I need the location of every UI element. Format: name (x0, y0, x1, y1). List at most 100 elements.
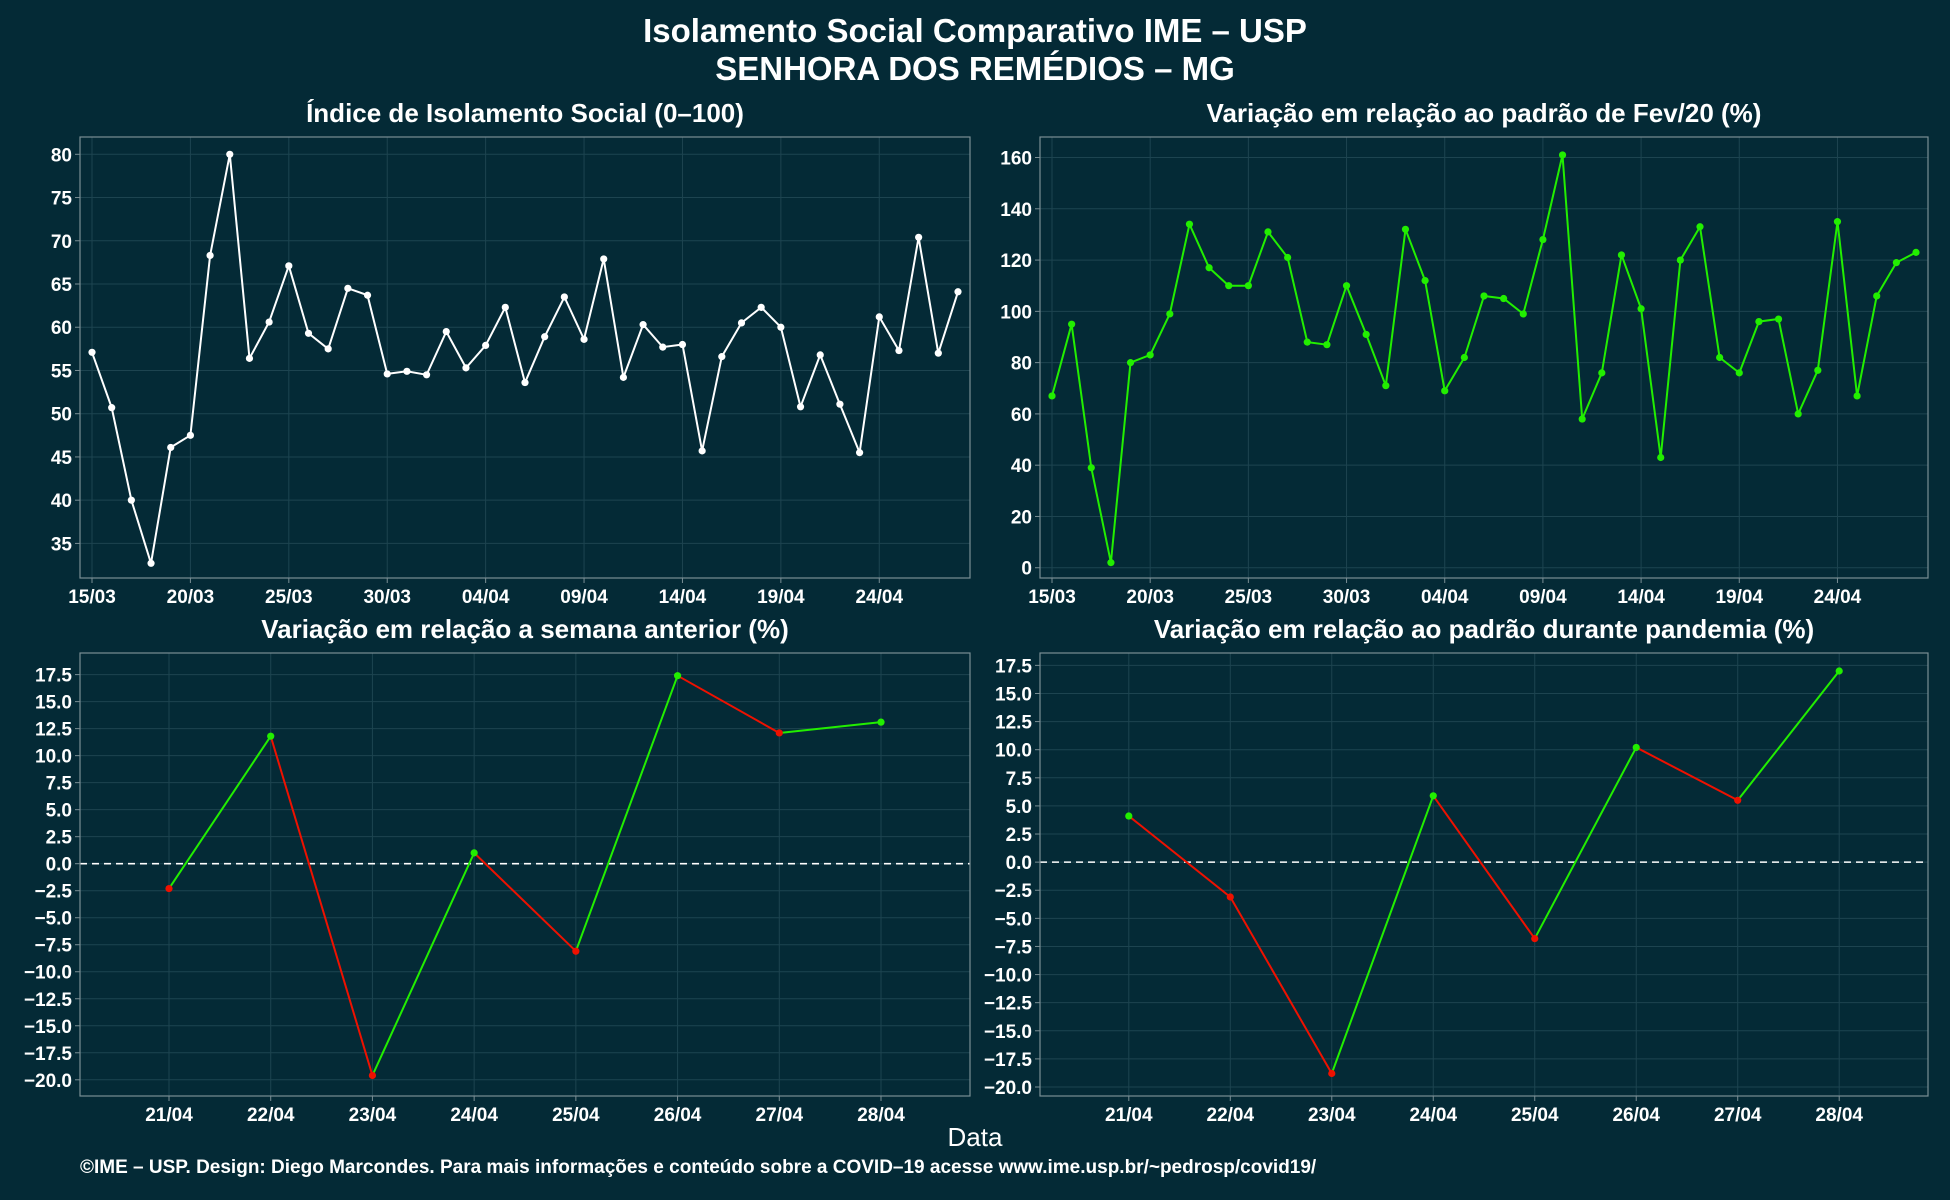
series-segment (1736, 670, 1840, 801)
y-tick-label: 10.0 (995, 741, 1032, 762)
data-point (934, 349, 942, 357)
data-point (147, 559, 155, 567)
data-point (324, 345, 332, 353)
x-tick-label: 15/03 (68, 587, 116, 608)
y-tick-label: 0.0 (1006, 853, 1032, 874)
data-point (1284, 253, 1292, 262)
y-tick-label: 80 (51, 145, 72, 166)
y-tick-label: −20.0 (24, 1071, 72, 1092)
x-tick-label: 20/03 (167, 587, 215, 608)
title-line-2: SENHORA DOS REMÉDIOS – MG (715, 50, 1235, 87)
x-tick-label: 09/04 (1519, 587, 1567, 608)
y-tick-label: 17.5 (35, 666, 72, 687)
data-point (1558, 151, 1567, 159)
y-tick-label: 50 (51, 405, 72, 426)
data-point (1107, 559, 1115, 567)
title-line-1: Isolamento Social Comparativo IME – USP (643, 12, 1307, 49)
data-point (572, 947, 580, 955)
series-segment (1128, 815, 1231, 898)
data-point (1637, 305, 1645, 313)
series-segment (1229, 896, 1333, 1075)
x-tick-label: 28/04 (857, 1105, 905, 1126)
y-tick-label: 60 (51, 318, 72, 339)
data-point (1441, 387, 1449, 395)
y-tick-label: 2.5 (1006, 825, 1033, 846)
data-point (206, 251, 214, 260)
y-tick-label: 40 (51, 491, 72, 512)
y-tick-label: −5.0 (994, 909, 1032, 930)
data-point (1519, 310, 1527, 318)
data-point (1323, 341, 1331, 349)
plot-frame (79, 652, 971, 1097)
y-tick-label: −2.5 (34, 882, 72, 903)
data-point (88, 348, 96, 356)
data-point (1146, 351, 1154, 359)
data-point (226, 150, 234, 158)
x-tick-label: 22/04 (1207, 1105, 1255, 1126)
data-point (363, 291, 372, 299)
x-tick-label: 22/04 (247, 1105, 295, 1126)
y-tick-label: 65 (51, 275, 73, 296)
y-tick-label: 7.5 (1006, 769, 1033, 790)
y-tick-label: 20 (1011, 507, 1032, 528)
data-point (1657, 453, 1665, 462)
y-tick-label: −15.0 (984, 1022, 1032, 1043)
data-point (1342, 282, 1351, 290)
data-point (1696, 223, 1704, 231)
data-point (877, 718, 885, 726)
plot-frame (1039, 136, 1929, 579)
x-tick-label: 21/04 (145, 1105, 193, 1126)
x-tick-label: 24/04 (1409, 1105, 1457, 1126)
data-point (1873, 292, 1881, 300)
y-tick-label: 35 (51, 534, 73, 555)
x-tick-label: 14/04 (659, 587, 707, 608)
data-point (304, 329, 313, 337)
y-tick-label: −7.5 (994, 937, 1032, 958)
data-point (482, 341, 490, 349)
data-point (1087, 464, 1095, 472)
x-tick-label: 14/04 (1617, 587, 1665, 608)
data-point (1531, 934, 1539, 943)
x-tick-label: 09/04 (560, 587, 608, 608)
y-tick-label: −7.5 (34, 936, 72, 957)
y-tick-label: −20.0 (984, 1078, 1032, 1099)
data-point (1382, 382, 1390, 390)
data-point (1126, 359, 1135, 367)
x-tick-label: 04/04 (1421, 587, 1469, 608)
data-point (1735, 369, 1743, 377)
data-point (836, 400, 844, 408)
data-point (167, 443, 175, 452)
x-tick-label: 19/04 (1715, 587, 1763, 608)
series-segment (473, 852, 577, 952)
data-point (1755, 318, 1763, 326)
data-point (1617, 251, 1626, 259)
data-point (1185, 220, 1194, 228)
series-segment (269, 735, 374, 1076)
series-segment (1330, 795, 1435, 1074)
data-point (285, 262, 293, 270)
data-point (1244, 282, 1252, 290)
x-tick-label: 24/04 (855, 587, 903, 608)
data-point (673, 672, 682, 680)
data-point (1794, 410, 1802, 418)
data-point (1460, 353, 1468, 362)
y-tick-label: 140 (1000, 200, 1032, 221)
y-tick-label: 12.5 (35, 720, 72, 741)
data-point (796, 403, 805, 411)
data-point (775, 729, 783, 737)
data-point (600, 255, 608, 263)
data-point (127, 496, 135, 504)
data-point (1716, 353, 1724, 362)
data-point (368, 1071, 377, 1080)
panel-title: Variação em relação a semana anterior (%… (261, 614, 789, 644)
data-point (757, 303, 765, 311)
data-point (1048, 392, 1056, 400)
y-tick-label: 15.0 (35, 693, 72, 714)
series-segment (574, 675, 679, 952)
data-point (698, 447, 706, 455)
data-point (245, 354, 254, 362)
data-point (718, 353, 726, 361)
data-point (659, 343, 667, 351)
